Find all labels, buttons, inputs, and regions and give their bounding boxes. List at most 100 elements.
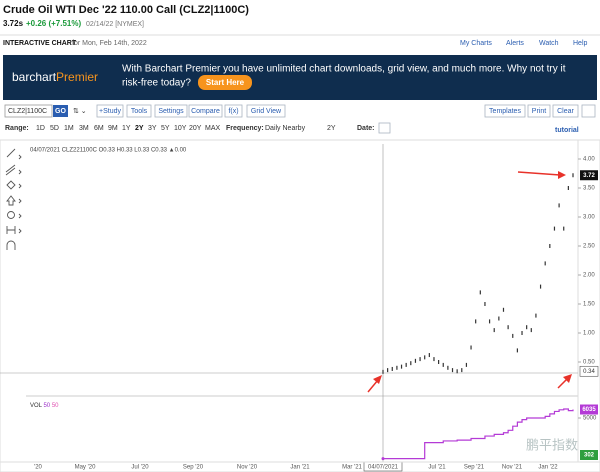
range-option[interactable]: 1Y — [122, 125, 131, 132]
tool-button[interactable] — [484, 104, 526, 118]
range-option[interactable]: MAX — [205, 125, 221, 132]
header-links: My Charts Alerts Watch Help — [460, 40, 588, 47]
vol-param: 50 — [43, 403, 50, 409]
price-bar — [572, 173, 574, 178]
tool-button[interactable] — [246, 104, 286, 118]
banner-text: risk-free today? — [122, 78, 191, 89]
price-bar — [488, 319, 491, 324]
frequency-select[interactable]: Daily Nearby — [265, 125, 306, 132]
range-option[interactable]: 2Y — [135, 125, 144, 132]
vol-name: VOL — [30, 403, 43, 409]
start-button[interactable] — [198, 75, 252, 90]
price-bar — [558, 203, 560, 208]
range-option[interactable]: 6M — [94, 125, 104, 132]
price-bar — [400, 364, 403, 369]
price-bar — [521, 331, 523, 335]
go-label[interactable]: GO — [55, 108, 66, 115]
last-price-label: 3.72 — [583, 173, 595, 179]
tool-button-label[interactable]: Clear — [557, 108, 574, 115]
quote-date: 02/14/22 [NYMEX] — [86, 21, 144, 28]
range-option[interactable]: 3Y — [148, 125, 157, 132]
x-tick-label: Nov '20 — [237, 465, 258, 471]
tool-button-label[interactable]: Print — [532, 108, 546, 115]
tool-button-label[interactable]: Templates — [489, 108, 521, 115]
x-tick-label: Jul '20 — [131, 465, 149, 471]
go-button[interactable] — [53, 105, 68, 117]
price-tick-label: 1.50 — [583, 302, 595, 308]
price-bar — [396, 365, 398, 370]
range-option[interactable]: 20Y — [189, 125, 202, 132]
price-bar — [470, 345, 472, 350]
price-bar — [391, 366, 393, 371]
tool-button[interactable] — [527, 104, 551, 118]
tool-button[interactable] — [552, 104, 579, 118]
tool-button-label[interactable]: Grid View — [251, 108, 282, 115]
range-option[interactable]: 1D — [36, 125, 45, 132]
tool-button[interactable] — [154, 104, 188, 118]
price-bar — [424, 355, 426, 360]
price-bar — [447, 365, 449, 370]
price-bar — [428, 353, 430, 358]
ohlc-info: 04/07/2021 CLZ221100C O0.33 H0.33 L0.33 … — [30, 148, 187, 154]
tutorial-link[interactable]: tutorial — [555, 127, 579, 134]
price-bar — [479, 290, 481, 295]
tool-button-label[interactable]: f(x) — [228, 108, 238, 115]
price-bar — [382, 369, 384, 374]
start-button-label[interactable]: Start Here — [206, 78, 245, 87]
chart-area — [0, 139, 600, 472]
last-price-tag — [580, 170, 598, 181]
vol-label: VOL 50 50 — [30, 403, 59, 409]
tool-button[interactable] — [224, 104, 243, 118]
price-tick-label: 1.00 — [583, 331, 595, 337]
tool-button-label[interactable]: Settings — [158, 108, 184, 115]
vol-tag-label: 302 — [584, 453, 595, 459]
price-bar — [512, 333, 514, 338]
price-bar — [438, 360, 440, 364]
price-tick-label: 2.50 — [583, 244, 595, 250]
price-bar — [451, 368, 454, 373]
oi-start — [381, 457, 385, 461]
range-option[interactable]: 9M — [108, 125, 118, 132]
range-option[interactable]: 5D — [50, 125, 59, 132]
banner — [3, 55, 597, 100]
banner-text: With Barchart Premier you have unlimited… — [122, 64, 566, 75]
range-option[interactable]: 1M — [64, 125, 74, 132]
symbol-input[interactable] — [4, 104, 53, 118]
header-link[interactable]: My Charts — [460, 40, 492, 47]
symbol-text[interactable]: CLZ2|1100C — [8, 108, 47, 115]
x-tick-label: Jul '21 — [428, 465, 446, 471]
tool-button-label[interactable]: Tools — [131, 108, 148, 115]
expand-button[interactable] — [581, 104, 596, 118]
sort-icon[interactable]: ⇅ ⌄ — [73, 108, 87, 115]
price-bar — [544, 261, 546, 266]
period-select[interactable]: 2Y — [327, 125, 336, 132]
header-link[interactable]: Help — [573, 40, 588, 47]
price-bar — [498, 316, 500, 321]
price-bar — [567, 186, 569, 190]
watermark: 鹏平指数 — [526, 437, 578, 452]
tool-button-label[interactable]: +Study — [99, 108, 121, 115]
price-tick-label: 2.00 — [583, 273, 595, 279]
title: Crude Oil WTI Dec '22 110.00 Call (CLZ2|… — [3, 4, 249, 16]
price-bar — [414, 358, 417, 363]
tool-button[interactable] — [188, 104, 223, 118]
tool-button[interactable] — [126, 104, 152, 118]
x-tick-label: '20 — [34, 465, 42, 471]
header-link[interactable]: Watch — [539, 40, 559, 47]
range-option[interactable]: 10Y — [174, 125, 187, 132]
price-bar — [563, 226, 565, 231]
price-bar — [475, 319, 477, 324]
x-tick-label: Nov '21 — [502, 465, 523, 471]
range-option[interactable]: 3M — [79, 125, 89, 132]
tool-button[interactable] — [96, 104, 124, 118]
x-tick-label: 04/07/2021 — [368, 465, 399, 471]
header-link[interactable]: Alerts — [506, 40, 524, 47]
x-tick-label: Sep '21 — [464, 465, 485, 471]
range-option[interactable]: 5Y — [161, 125, 170, 132]
section-title: INTERACTIVE CHART — [3, 40, 77, 47]
calendar-button[interactable] — [378, 122, 391, 134]
tool-button-label[interactable]: Compare — [191, 108, 220, 115]
banner-logo: barchartPremier — [12, 70, 98, 84]
x-tick-label: Mar '21 — [342, 465, 362, 471]
